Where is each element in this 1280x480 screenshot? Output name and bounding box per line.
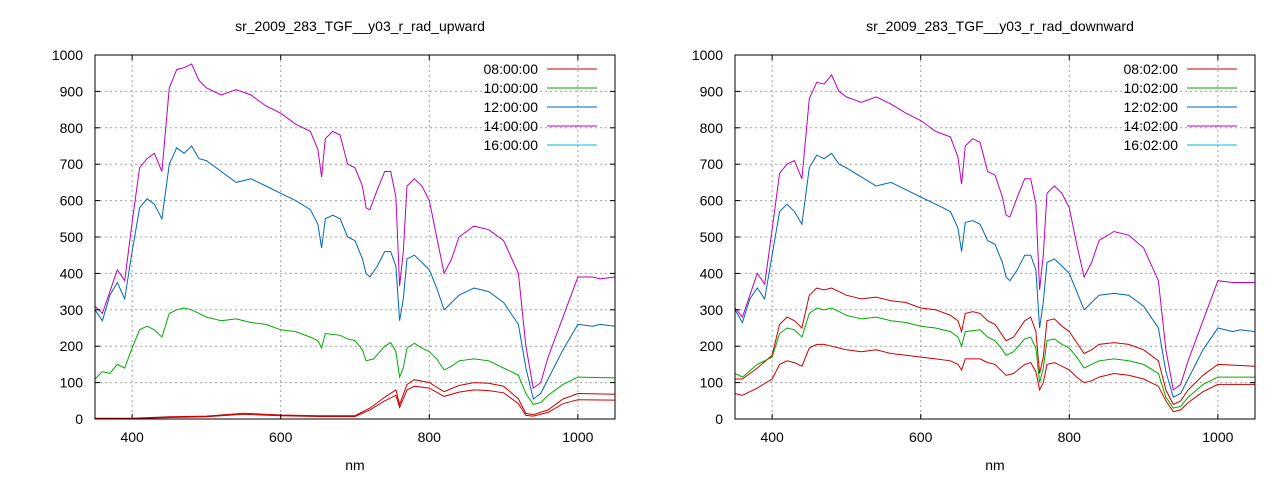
series-line-4 (95, 63, 615, 389)
y-tick-label: 700 (60, 156, 84, 172)
series-line-1 (95, 385, 615, 419)
series-line-3 (735, 152, 1255, 398)
series-line-4 (735, 74, 1255, 391)
legend-label: 10:00:00 (484, 80, 539, 96)
y-tick-label: 900 (60, 83, 84, 99)
y-tick-label: 200 (60, 338, 84, 354)
y-tick-label: 600 (700, 193, 724, 209)
legend-label: 12:00:00 (484, 99, 539, 115)
y-tick-label: 300 (60, 302, 84, 318)
y-tick-label: 700 (700, 156, 724, 172)
chart-title: sr_2009_283_TGF__y03_r_rad_upward (235, 18, 485, 34)
y-tick-label: 100 (60, 375, 84, 391)
y-tick-label: 200 (700, 338, 724, 354)
y-tick-label: 600 (60, 193, 84, 209)
y-tick-label: 800 (60, 120, 84, 136)
legend-label: 10:02:00 (1124, 80, 1179, 96)
x-tick-label: 800 (1058, 429, 1082, 445)
y-tick-label: 500 (60, 229, 84, 245)
x-tick-label: 800 (418, 429, 442, 445)
series-line-2 (95, 307, 615, 405)
legend-label: 08:02:00 (1124, 61, 1179, 77)
series-line-1 (735, 343, 1255, 413)
y-tick-label: 400 (60, 265, 84, 281)
chart-panel-1: sr_2009_283_TGF__y03_r_rad_upward 400 600 8… (52, 18, 616, 473)
x-tick-label: 400 (760, 429, 784, 445)
legend-label: 16:02:00 (1124, 137, 1179, 153)
y-tick-label: 900 (700, 83, 724, 99)
series-line-3 (95, 145, 615, 400)
y-tick-label: 1000 (52, 47, 83, 63)
series-line-2 (735, 307, 1255, 409)
y-tick-label: 0 (75, 411, 83, 427)
legend-label: 16:00:00 (484, 137, 539, 153)
chart-panel-2: sr_2009_283_TGF__y03_r_rad_downward 400 60… (692, 18, 1256, 473)
series-line-0 (735, 287, 1255, 406)
x-tick-label: 600 (269, 429, 293, 445)
legend-label: 12:02:00 (1124, 99, 1179, 115)
chart-title: sr_2009_283_TGF__y03_r_rad_downward (866, 18, 1134, 34)
y-tick-label: 500 (700, 229, 724, 245)
y-tick-label: 800 (700, 120, 724, 136)
y-tick-label: 300 (700, 302, 724, 318)
y-tick-label: 400 (700, 265, 724, 281)
legend-label: 14:02:00 (1124, 118, 1179, 134)
x-axis-label: nm (345, 457, 364, 473)
x-tick-label: 600 (909, 429, 933, 445)
series-line-0 (95, 379, 615, 419)
legend-label: 14:00:00 (484, 118, 539, 134)
x-axis-label: nm (985, 457, 1004, 473)
y-tick-label: 1000 (692, 47, 723, 63)
x-tick-label: 1000 (562, 429, 593, 445)
x-tick-label: 1000 (1202, 429, 1233, 445)
y-tick-label: 0 (715, 411, 723, 427)
legend-label: 08:00:00 (484, 61, 539, 77)
y-tick-label: 100 (700, 375, 724, 391)
x-tick-label: 400 (120, 429, 144, 445)
